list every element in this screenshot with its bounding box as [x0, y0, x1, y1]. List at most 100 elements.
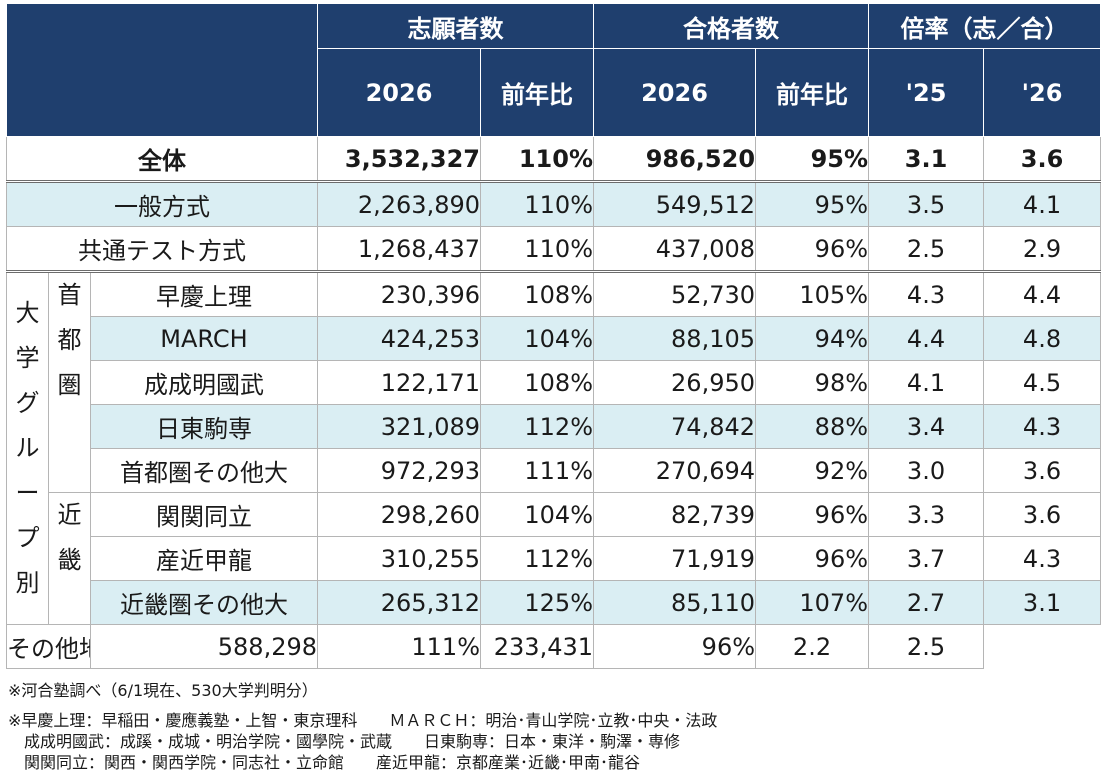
row-label: 一般方式	[5, 181, 319, 227]
cell-ratio-curr: 2.5	[868, 624, 985, 669]
cell-ratio-prev: 2.7	[868, 580, 985, 625]
cell-ratio-curr: 4.8	[983, 316, 1102, 361]
cell-applicants-yoy: 111%	[480, 448, 595, 493]
cell-passers-yoy: 92%	[755, 448, 870, 493]
cell-passers-yoy: 105%	[755, 271, 870, 317]
table-row: 近畿圏その他大 265,312 125% 85,110 107% 2.7 3.1	[7, 580, 1102, 625]
cell-applicants: 2,263,890	[317, 181, 482, 227]
group-definition-note: 成成明國武：成蹊・成城・明治学院・國學院・武蔵 日東駒専：日本・東洋・駒澤・専修	[8, 732, 681, 751]
cell-ratio-curr: 4.3	[983, 404, 1102, 449]
cell-applicants-yoy: 111%	[317, 624, 482, 669]
cell-passers: 233,431	[480, 624, 595, 669]
cell-ratio-curr: 4.5	[983, 360, 1102, 405]
cell-applicants: 265,312	[317, 580, 482, 625]
table-row-total: 全体 3,532,327 110% 986,520 95% 3.1 3.6	[5, 136, 1102, 183]
cell-applicants: 972,293	[317, 448, 482, 493]
cell-applicants-yoy: 125%	[480, 580, 595, 625]
row-label: 成成明國武	[89, 360, 319, 405]
cell-applicants: 1,268,437	[317, 226, 482, 273]
cell-ratio-prev: 3.7	[868, 536, 985, 581]
row-label: 首都圏その他大	[89, 448, 319, 493]
row-label: 早慶上理	[89, 271, 319, 317]
cell-ratio-curr: 4.4	[983, 271, 1102, 317]
cell-ratio-prev: 2.2	[755, 624, 870, 669]
table-row: 産近甲龍 310,255 112% 71,919 96% 3.7 4.3	[7, 536, 1102, 581]
header-applicants-yoy: 前年比	[480, 48, 595, 137]
cell-ratio-curr: 3.6	[983, 136, 1102, 183]
row-label: 全体	[5, 136, 319, 183]
cell-passers-yoy: 96%	[755, 492, 870, 537]
row-label: その他地区の大学	[6, 624, 91, 669]
row-label: 日東駒専	[89, 404, 319, 449]
cell-passers: 88,105	[593, 316, 757, 361]
cell-applicants: 298,260	[317, 492, 482, 537]
cell-passers-yoy: 95%	[755, 181, 870, 227]
cell-applicants: 230,396	[317, 271, 482, 317]
row-label: 関関同立	[89, 492, 319, 537]
cell-passers-yoy: 95%	[755, 136, 870, 183]
cell-passers: 82,739	[593, 492, 757, 537]
table-row: 首都圏その他大 972,293 111% 270,694 92% 3.0 3.6	[7, 448, 1102, 493]
table-row: 成成明國武 122,171 108% 26,950 98% 4.1 4.5	[7, 360, 1102, 405]
table-row: MARCH 424,253 104% 88,105 94% 4.4 4.8	[7, 316, 1102, 361]
cell-ratio-prev: 3.0	[868, 448, 985, 493]
cell-applicants-yoy: 110%	[480, 181, 595, 227]
cell-applicants: 3,532,327	[317, 136, 482, 183]
cell-passers: 437,008	[593, 226, 757, 273]
cell-applicants-yoy: 110%	[480, 226, 595, 273]
cell-ratio-curr: 3.1	[983, 580, 1102, 625]
cell-applicants-yoy: 112%	[480, 536, 595, 581]
cell-passers: 986,520	[593, 136, 757, 183]
cell-passers-yoy: 96%	[755, 226, 870, 273]
kinki-label: 近畿	[48, 492, 91, 625]
cell-passers: 71,919	[593, 536, 757, 581]
group-definition-note: ※早慶上理：早稲田・慶應義塾・上智・東京理科 ＭＡＲＣＨ：明治･青山学院･立教･…	[8, 711, 718, 730]
cell-ratio-prev: 3.4	[868, 404, 985, 449]
row-label: 近畿圏その他大	[89, 580, 319, 625]
header-applicants-year: 2026	[317, 48, 482, 137]
cell-ratio-curr: 2.9	[983, 226, 1102, 273]
cell-applicants: 122,171	[317, 360, 482, 405]
header-applicants: 志願者数	[317, 3, 595, 49]
cell-passers-yoy: 107%	[755, 580, 870, 625]
cell-applicants-yoy: 104%	[480, 492, 595, 537]
cell-ratio-prev: 4.3	[868, 271, 985, 317]
cell-applicants: 424,253	[317, 316, 482, 361]
shutoken-label: 首都圏	[48, 271, 91, 493]
header-passers-yoy: 前年比	[755, 48, 870, 137]
row-label: MARCH	[89, 316, 319, 361]
source-note: ※河合塾調べ（6/1現在、530大学判明分）	[8, 681, 318, 700]
cell-ratio-curr: 4.1	[983, 181, 1102, 227]
cell-ratio-curr: 3.6	[983, 448, 1102, 493]
cell-ratio-curr: 3.6	[983, 492, 1102, 537]
header-ratio: 倍率（志／合）	[868, 3, 1102, 49]
table-row-general: 一般方式 2,263,890 110% 549,512 95% 3.5 4.1	[5, 181, 1102, 227]
cell-passers: 26,950	[593, 360, 757, 405]
cell-applicants-yoy: 110%	[480, 136, 595, 183]
footnotes: ※河合塾調べ（6/1現在、530大学判明分） ※早慶上理：早稲田・慶應義塾・上智…	[8, 680, 1098, 773]
cell-ratio-prev: 3.1	[868, 136, 985, 183]
cell-applicants: 321,089	[317, 404, 482, 449]
cell-applicants-yoy: 108%	[480, 271, 595, 317]
cell-ratio-prev: 4.4	[868, 316, 985, 361]
row-label: 産近甲龍	[89, 536, 319, 581]
cell-passers: 52,730	[593, 271, 757, 317]
cell-ratio-prev: 4.1	[868, 360, 985, 405]
row-label: 共通テスト方式	[5, 226, 319, 273]
cell-applicants: 588,298	[89, 624, 319, 669]
cell-passers-yoy: 96%	[755, 536, 870, 581]
cell-passers: 85,110	[593, 580, 757, 625]
cell-ratio-prev: 3.3	[868, 492, 985, 537]
cell-applicants-yoy: 108%	[480, 360, 595, 405]
header-ratio-prev: '25	[868, 48, 985, 137]
cell-passers-yoy: 94%	[755, 316, 870, 361]
cell-passers-yoy: 88%	[755, 404, 870, 449]
admissions-table: 志願者数 合格者数 倍率（志／合） 2026 前年比 2026 前年比 '25 …	[5, 3, 1102, 669]
header-passers: 合格者数	[593, 3, 870, 49]
cell-applicants-yoy: 112%	[480, 404, 595, 449]
header-passers-year: 2026	[593, 48, 757, 137]
cell-passers-yoy: 98%	[755, 360, 870, 405]
table-row: 近畿 関関同立 298,260 104% 82,739 96% 3.3 3.6	[7, 492, 1102, 625]
cell-applicants: 310,255	[317, 536, 482, 581]
cell-passers: 74,842	[593, 404, 757, 449]
